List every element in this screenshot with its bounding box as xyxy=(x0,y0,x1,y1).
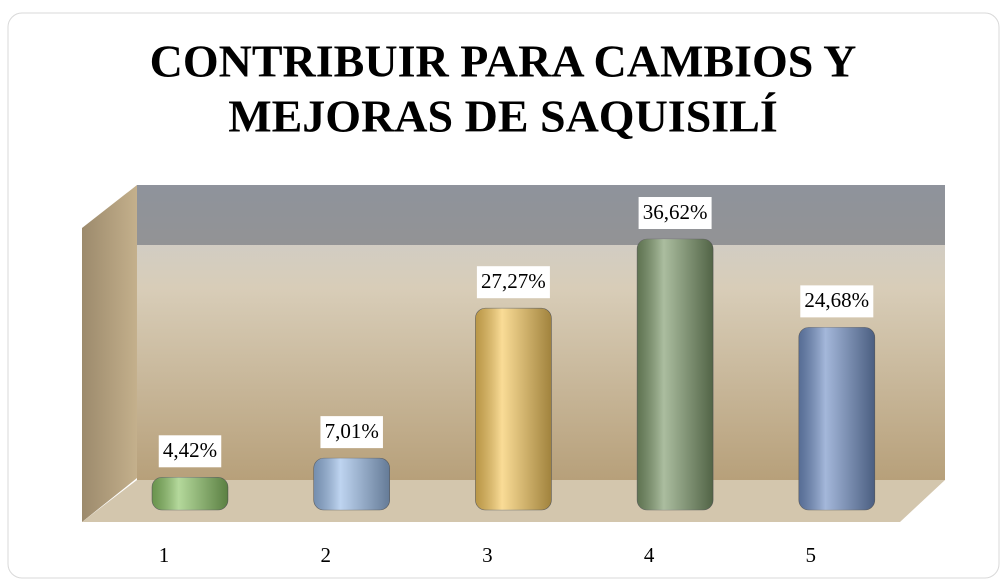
value-label-box xyxy=(320,416,383,449)
x-tick-label: 3 xyxy=(482,543,493,567)
value-label-box xyxy=(638,197,712,230)
value-label-box xyxy=(800,285,874,318)
x-tick-label: 2 xyxy=(320,543,331,567)
chart-title-line-2: MEJORAS DE SAQUISILÍ xyxy=(228,91,778,142)
side-wall xyxy=(82,185,137,522)
value-label: 4,42% xyxy=(163,438,217,462)
bar-shade xyxy=(152,477,228,510)
x-tick-label: 4 xyxy=(644,543,655,567)
value-label: 7,01% xyxy=(325,419,379,443)
bar-shade xyxy=(637,239,714,510)
x-tick-label: 1 xyxy=(159,543,170,567)
bar-shade xyxy=(798,327,875,510)
value-label: 24,68% xyxy=(804,288,869,312)
value-label-box xyxy=(158,435,222,468)
value-label-box xyxy=(476,266,550,299)
chart-title-line-1: CONTRIBUIR PARA CAMBIOS Y xyxy=(150,36,857,87)
value-label: 36,62% xyxy=(643,200,708,224)
value-label: 27,27% xyxy=(481,269,546,293)
bar-shade xyxy=(475,308,552,510)
bar-shade xyxy=(313,458,390,510)
roof xyxy=(137,185,945,245)
x-tick-label: 5 xyxy=(806,543,817,567)
